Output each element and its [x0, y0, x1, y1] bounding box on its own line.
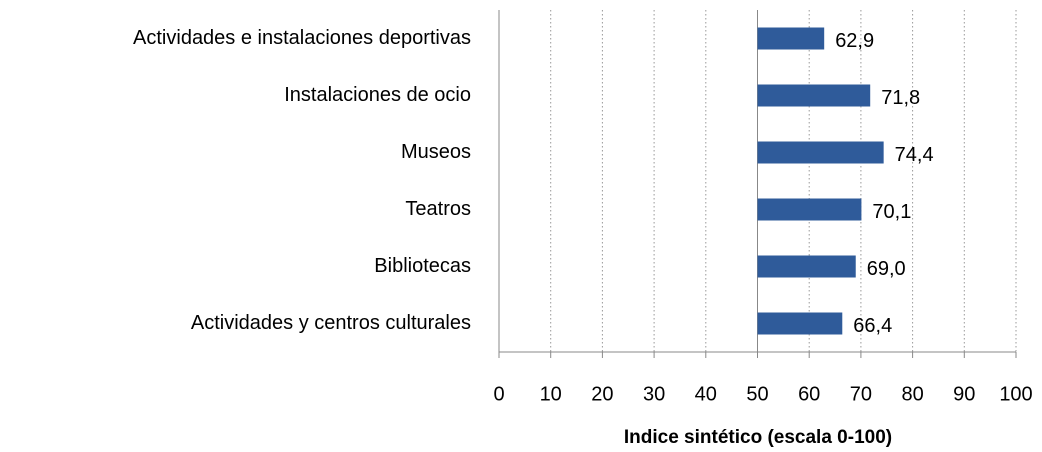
- x-tick-label: 10: [540, 383, 562, 405]
- y-tick-label: Actividades e instalaciones deportivas: [133, 27, 471, 49]
- value-label: 62,9: [835, 30, 874, 52]
- value-label: 66,4: [853, 315, 892, 337]
- x-tick-label: 20: [591, 383, 613, 405]
- bar: [757, 255, 856, 278]
- x-tick-label: 50: [746, 383, 768, 405]
- y-tick-label: Actividades y centros culturales: [191, 312, 471, 334]
- y-tick-label: Instalaciones de ocio: [284, 84, 471, 106]
- x-axis-title: Indice sintético (escala 0-100): [624, 427, 892, 448]
- x-tick-label: 30: [643, 383, 665, 405]
- x-tick-label: 90: [953, 383, 975, 405]
- x-tick-label: 40: [695, 383, 717, 405]
- value-label: 71,8: [881, 87, 920, 109]
- x-tick-label: 70: [850, 383, 872, 405]
- y-tick-label: Museos: [401, 141, 471, 163]
- x-tick-label: 0: [493, 383, 504, 405]
- value-label: 70,1: [872, 201, 911, 223]
- value-label: 69,0: [867, 258, 906, 280]
- value-label: 74,4: [895, 144, 934, 166]
- x-tick-label: 60: [798, 383, 820, 405]
- x-tick-label: 80: [901, 383, 923, 405]
- y-tick-label: Bibliotecas: [374, 255, 471, 277]
- bar: [757, 141, 884, 164]
- y-tick-label: Teatros: [405, 198, 471, 220]
- x-tick-label: 100: [999, 383, 1032, 405]
- bar: [757, 27, 825, 50]
- bar: [757, 312, 843, 335]
- bar: [757, 84, 871, 107]
- bar: [757, 198, 862, 221]
